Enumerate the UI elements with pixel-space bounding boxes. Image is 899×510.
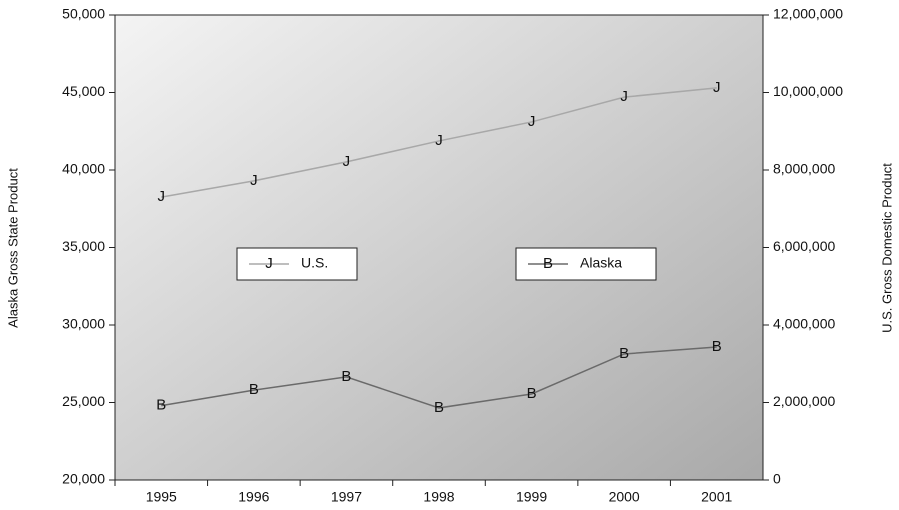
marker: J [343,153,351,170]
marker: J [250,172,258,189]
marker: J [528,113,536,130]
y2-tick-label: 12,000,000 [773,6,843,22]
y-tick-label: 40,000 [62,161,105,177]
marker: B [434,399,444,416]
x-tick-label: 1997 [331,489,362,505]
y-tick-label: 20,000 [62,471,105,487]
y-tick-label: 50,000 [62,6,105,22]
marker: J [620,88,628,105]
legend-label: Alaska [580,255,622,271]
x-tick-label: 1998 [423,489,454,505]
y-tick-label: 25,000 [62,393,105,409]
y-tick-label: 45,000 [62,83,105,99]
y-tick-label: 35,000 [62,238,105,254]
y2-axis-title: U.S. Gross Domestic Product [879,163,894,333]
marker: J [158,188,166,205]
y2-tick-label: 0 [773,471,781,487]
y-axis-title: Alaska Gross State Product [5,168,20,328]
marker: B [619,345,629,362]
y2-tick-label: 6,000,000 [773,238,835,254]
marker: B [341,368,351,385]
y-tick-label: 30,000 [62,316,105,332]
marker: B [527,385,537,402]
x-tick-label: 2000 [609,489,640,505]
series-line [161,87,717,198]
y2-tick-label: 4,000,000 [773,316,835,332]
x-tick-label: 1995 [146,489,177,505]
marker: B [156,397,166,414]
series-line [161,346,717,409]
x-tick-label: 2001 [701,489,732,505]
legend-marker: J [265,255,273,272]
legend-label: U.S. [301,255,328,271]
marker: J [713,79,721,96]
y2-tick-label: 10,000,000 [773,83,843,99]
y2-tick-label: 2,000,000 [773,393,835,409]
marker: J [435,132,443,149]
marker: B [712,338,722,355]
legend-marker: B [543,255,553,272]
y2-tick-label: 8,000,000 [773,161,835,177]
x-tick-label: 1996 [238,489,269,505]
marker: B [249,381,259,398]
x-tick-label: 1999 [516,489,547,505]
